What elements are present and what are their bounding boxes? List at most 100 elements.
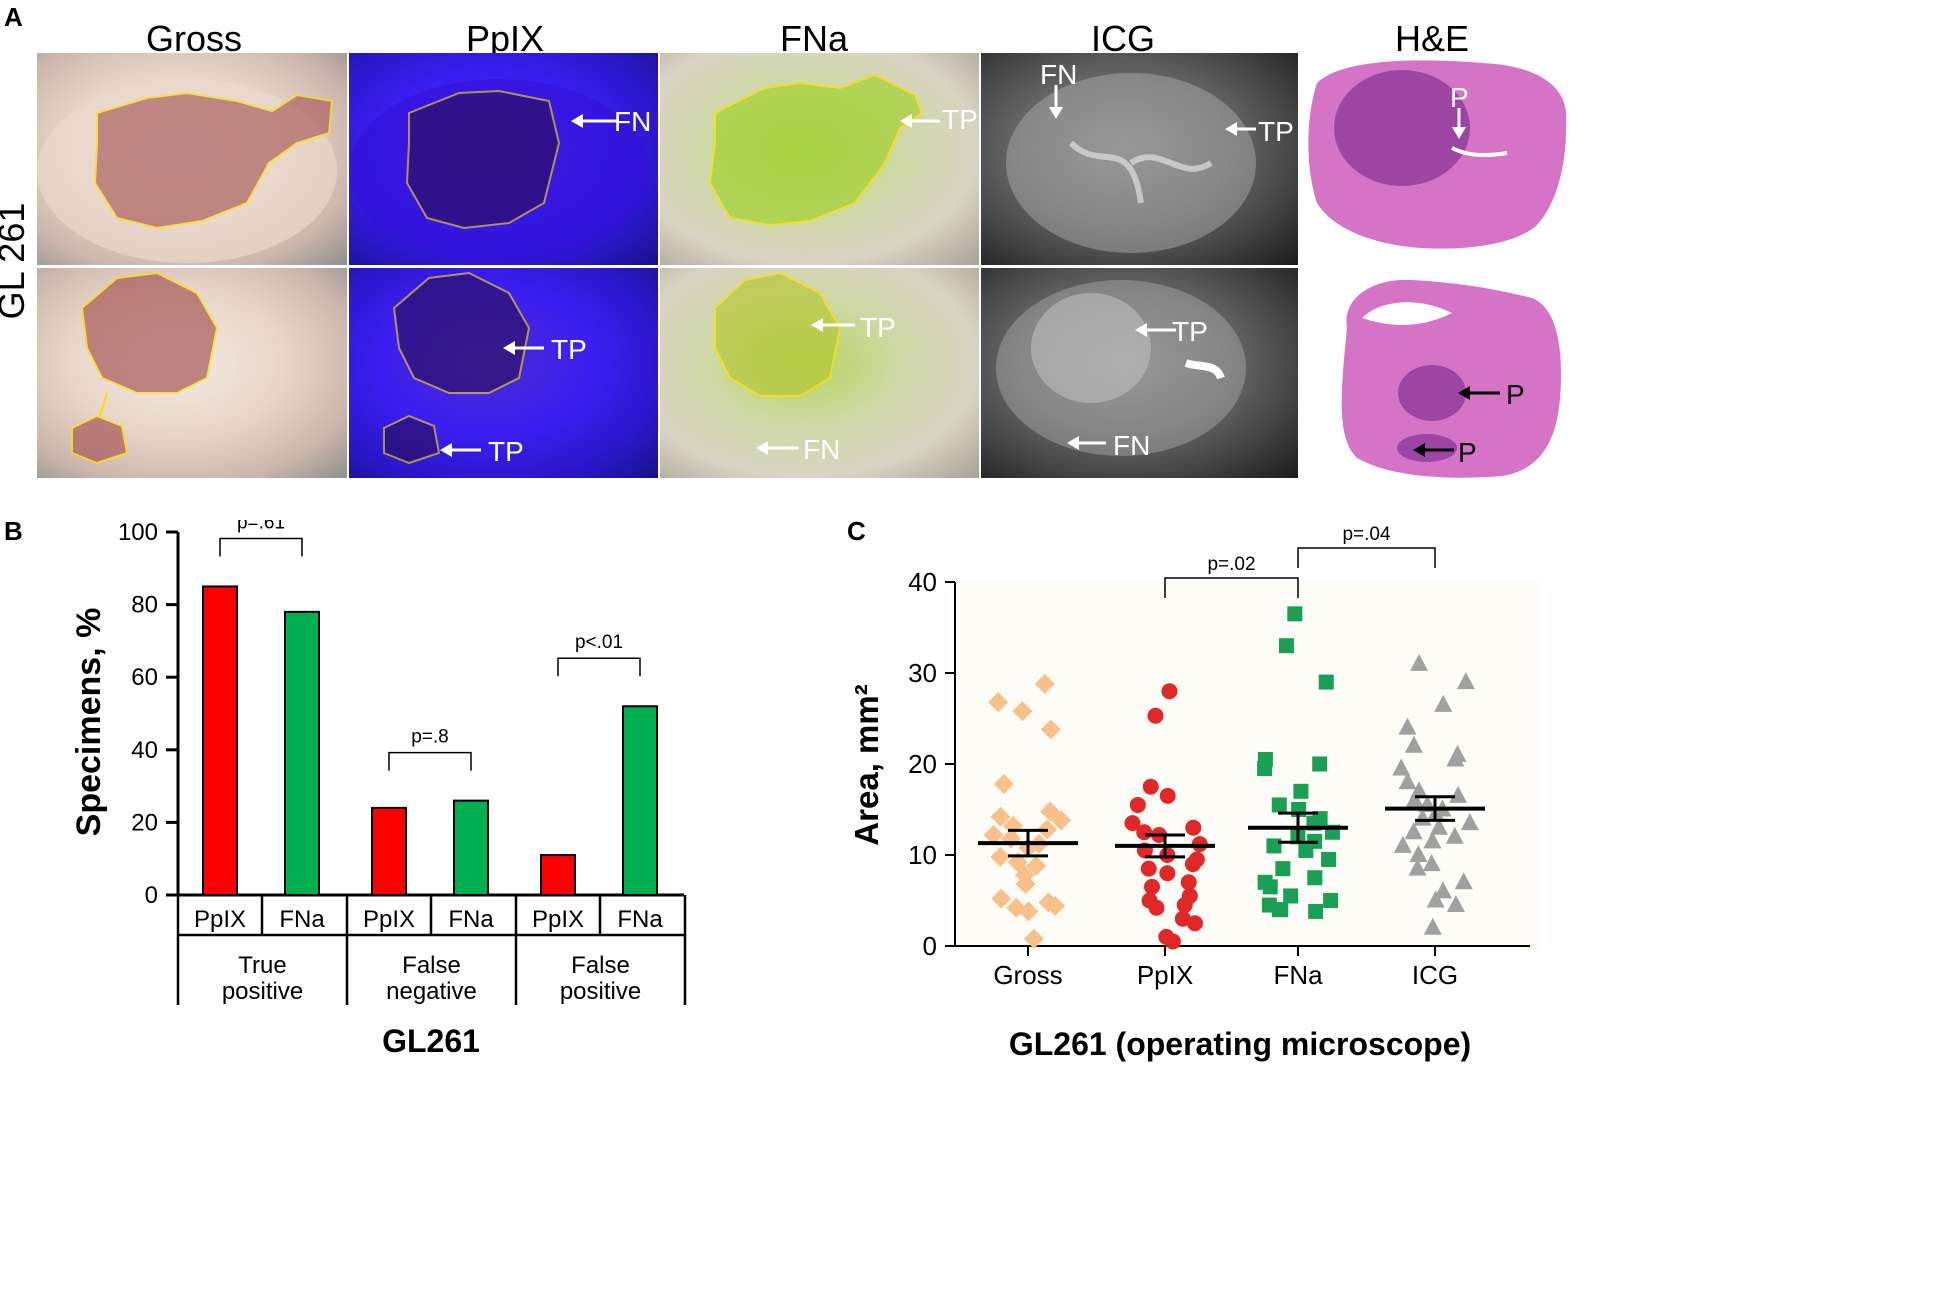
annotation-icg-row2-fn: FN	[1113, 430, 1151, 461]
image-fna-row1	[660, 53, 979, 265]
group-label-line2-b: negative	[386, 978, 477, 1005]
image-he-row2	[1302, 258, 1570, 480]
point-icg	[1398, 717, 1417, 735]
point-icg	[1392, 758, 1411, 776]
annotation-icg-row2-tp: TP	[1172, 316, 1208, 347]
point-gross	[1040, 801, 1061, 822]
point-fna	[1308, 903, 1324, 919]
point-icg	[1429, 817, 1448, 835]
point-ppix	[1174, 910, 1191, 927]
point-icg	[1404, 735, 1423, 753]
point-icg	[1446, 895, 1465, 913]
point-fna	[1283, 888, 1299, 904]
icg-signal-row1	[1006, 73, 1256, 253]
panel-label-a: A	[4, 2, 23, 32]
point-ppix	[1140, 860, 1157, 877]
point-gross	[1040, 719, 1061, 740]
image-he-row1	[1302, 53, 1570, 265]
point-icg	[1460, 813, 1479, 831]
point-icg	[1426, 890, 1445, 908]
point-ppix	[1147, 707, 1164, 724]
y-tick-label-b: 60	[131, 664, 158, 691]
point-gross	[1023, 928, 1044, 949]
p-value-bracket-b	[557, 657, 641, 677]
annotation-fna-row1-tp: TP	[942, 104, 978, 135]
bar-label-ppix: PpIX	[532, 906, 584, 933]
point-fna	[1323, 893, 1339, 908]
bar-ppix	[371, 806, 407, 897]
point-ppix	[1176, 897, 1193, 914]
image-fna-row2	[660, 268, 979, 478]
point-icg	[1449, 785, 1468, 803]
point-gross	[991, 888, 1012, 909]
column-label-he: H&E	[1394, 18, 1470, 59]
point-gross	[990, 806, 1011, 827]
column-label-fna: FNa	[779, 18, 848, 59]
bar-fna	[453, 799, 489, 896]
tumor-outline-ppix-row2	[383, 271, 544, 465]
point-icg	[1434, 694, 1453, 712]
point-ppix	[1184, 856, 1201, 873]
point-fna	[1287, 606, 1303, 622]
bar-fna	[284, 610, 320, 897]
column-label-icg: ICG	[1090, 18, 1155, 59]
point-fna	[1266, 838, 1282, 854]
point-gross	[1002, 815, 1023, 836]
p-value-label-c: p=.04	[1342, 524, 1391, 545]
point-ppix	[1159, 865, 1176, 882]
point-fna	[1271, 902, 1287, 918]
point-fna	[1312, 756, 1328, 772]
p-value-label-b: p<.01	[575, 632, 623, 653]
point-gross	[993, 774, 1014, 795]
point-ppix	[1124, 815, 1141, 832]
point-fna	[1321, 852, 1337, 868]
point-gross	[983, 824, 1004, 845]
point-fna	[1262, 879, 1278, 895]
column-label-ppix: PpIX	[465, 18, 545, 59]
point-fna	[1257, 761, 1273, 777]
tumor-outline-fna-row1	[708, 73, 940, 227]
group-label-line2-b: positive	[222, 978, 303, 1005]
point-gross	[1015, 874, 1036, 895]
p-value-bracket-c	[1164, 577, 1299, 598]
y-tick-label-c: 20	[908, 749, 937, 779]
y-tick-label-c: 30	[908, 658, 937, 688]
y-tick-label-b: 0	[145, 882, 158, 909]
annotation-icg-row1-fn: FN	[1040, 59, 1078, 90]
image-ppix-row2	[349, 268, 658, 478]
x-axis-title-c: GL261 (operating microscope)	[1009, 1026, 1471, 1062]
chart-b: 0 20 40 60 80 100 Specimens, % PpIX FNa p=.61 True…	[70, 520, 687, 1059]
bar-ppix	[540, 854, 576, 897]
point-icg	[1393, 835, 1412, 853]
y-axis-title-b: Specimens, %	[70, 608, 108, 837]
annotation-fna-row2-fn: FN	[803, 434, 841, 465]
point-gross	[1051, 810, 1072, 831]
point-fna	[1298, 842, 1314, 858]
point-icg	[1410, 653, 1429, 671]
point-gross	[988, 692, 1009, 713]
panel-label-c: C	[847, 516, 866, 546]
y-axis-title-c: Area, mm²	[848, 684, 885, 845]
point-fna	[1271, 797, 1287, 813]
point-ppix	[1148, 899, 1165, 916]
tumor-outline-fna-row2	[714, 271, 855, 455]
annotation-ppix-row2-tp1: TP	[551, 334, 587, 365]
point-fna	[1278, 638, 1294, 654]
point-icg	[1423, 917, 1442, 935]
y-tick-label-c: 10	[908, 840, 937, 870]
y-tick-label-b: 20	[131, 809, 158, 836]
x-axis-title-b: GL261	[382, 1023, 480, 1059]
point-gross	[1026, 855, 1047, 876]
point-ppix	[1164, 933, 1181, 950]
bar-ppix	[202, 585, 238, 896]
point-icg	[1423, 831, 1442, 849]
bar-label-fna: FNa	[448, 906, 494, 933]
bar-fna	[622, 705, 658, 896]
image-icg-row1	[981, 53, 1298, 265]
point-gross	[990, 846, 1011, 867]
point-fna	[1275, 861, 1291, 877]
y-tick-label-c: 40	[908, 567, 937, 597]
annotation-ppix-row1-fn: FN	[614, 106, 652, 137]
point-ppix	[1185, 819, 1202, 836]
point-fna	[1307, 870, 1323, 886]
